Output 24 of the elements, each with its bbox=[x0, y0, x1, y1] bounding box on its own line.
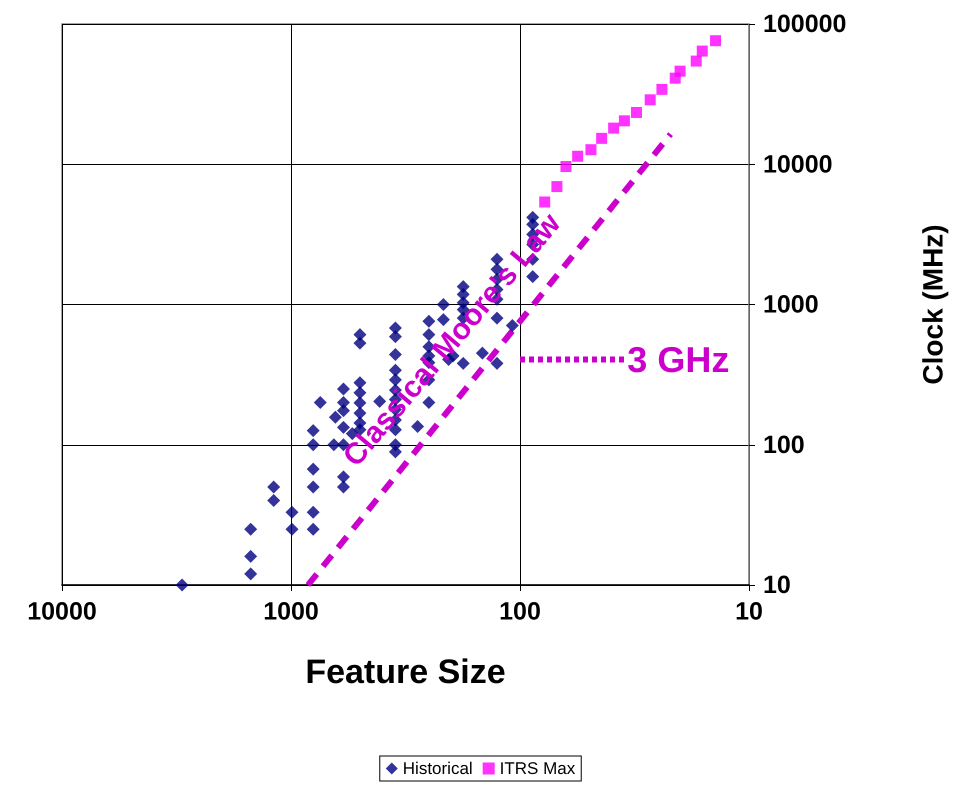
point bbox=[618, 115, 630, 126]
x-tick-label: 1000 bbox=[263, 598, 319, 626]
point bbox=[608, 122, 620, 134]
y-tick-label: 100000 bbox=[763, 10, 846, 38]
point bbox=[585, 144, 596, 156]
point bbox=[551, 181, 562, 192]
x-tick-label: 100 bbox=[499, 598, 541, 626]
point bbox=[539, 196, 550, 208]
x-axis-title: Feature Size bbox=[305, 653, 506, 691]
point bbox=[630, 106, 642, 118]
point bbox=[572, 150, 584, 162]
y-tick-label: 1000 bbox=[763, 290, 819, 318]
annotation: 3 GHz bbox=[627, 339, 730, 380]
y-axis-title: Clock (MHz) bbox=[918, 224, 948, 385]
legend-label: ITRS Max bbox=[500, 759, 576, 778]
point bbox=[674, 66, 686, 77]
legend-label: Historical bbox=[402, 759, 473, 778]
y-tick-label: 10 bbox=[763, 571, 791, 599]
point bbox=[596, 132, 608, 144]
point bbox=[710, 35, 722, 46]
y-tick-label: 10000 bbox=[763, 150, 833, 178]
y-tick-label: 100 bbox=[763, 430, 805, 459]
x-tick-label: 10 bbox=[735, 598, 763, 626]
x-tick-label: 10000 bbox=[27, 598, 97, 626]
